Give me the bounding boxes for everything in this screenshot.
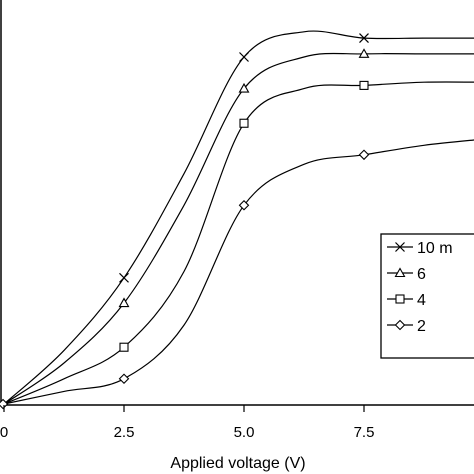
x-tick-label: 2.5 [114, 424, 135, 441]
data-point-marker [119, 272, 129, 283]
x-tick-label: 7.5 [354, 424, 375, 441]
series-line [3, 81, 474, 405]
x-axis-title: Applied voltage (V) [170, 455, 305, 472]
axes [0, 0, 474, 406]
series-3 [3, 139, 474, 405]
origin-marker [0, 398, 9, 410]
data-point-marker [118, 297, 130, 308]
legend-label: 2 [417, 318, 426, 335]
series-line [3, 52, 474, 405]
data-point-marker [238, 82, 250, 93]
data-point-marker [359, 80, 369, 90]
marker-x-stroke [119, 272, 129, 283]
x-tick-label: 5.0 [234, 424, 255, 441]
series-line [3, 139, 474, 405]
data-point-marker [239, 118, 249, 128]
legend-marker [395, 242, 405, 252]
data-point-marker [239, 52, 249, 62]
series-line [3, 30, 474, 405]
legend-marker [394, 319, 406, 331]
legend-marker [394, 267, 406, 278]
legend-marker [395, 294, 405, 304]
data-point-marker [359, 33, 369, 44]
x-tick-label: 0 [0, 424, 8, 441]
data-point-marker [118, 373, 130, 385]
x-axis-ticks: 02.55.07.51 [0, 405, 375, 441]
data-point-marker [358, 149, 370, 161]
data-point-marker [238, 199, 250, 211]
data-point-marker [358, 48, 370, 58]
marker-x-stroke [239, 52, 249, 62]
legend: 10 m 6 4 2 [380, 233, 474, 359]
legend-label: 4 [417, 292, 426, 309]
series-2 [3, 80, 474, 405]
legend-label: 6 [417, 266, 426, 283]
series-1 [3, 48, 474, 405]
marker-x-stroke [395, 242, 405, 252]
marker-x-stroke [359, 33, 369, 44]
data-point-marker [119, 342, 129, 352]
series-0 [3, 30, 474, 405]
legend-label: 10 m [417, 240, 453, 257]
series-layer [0, 30, 474, 410]
